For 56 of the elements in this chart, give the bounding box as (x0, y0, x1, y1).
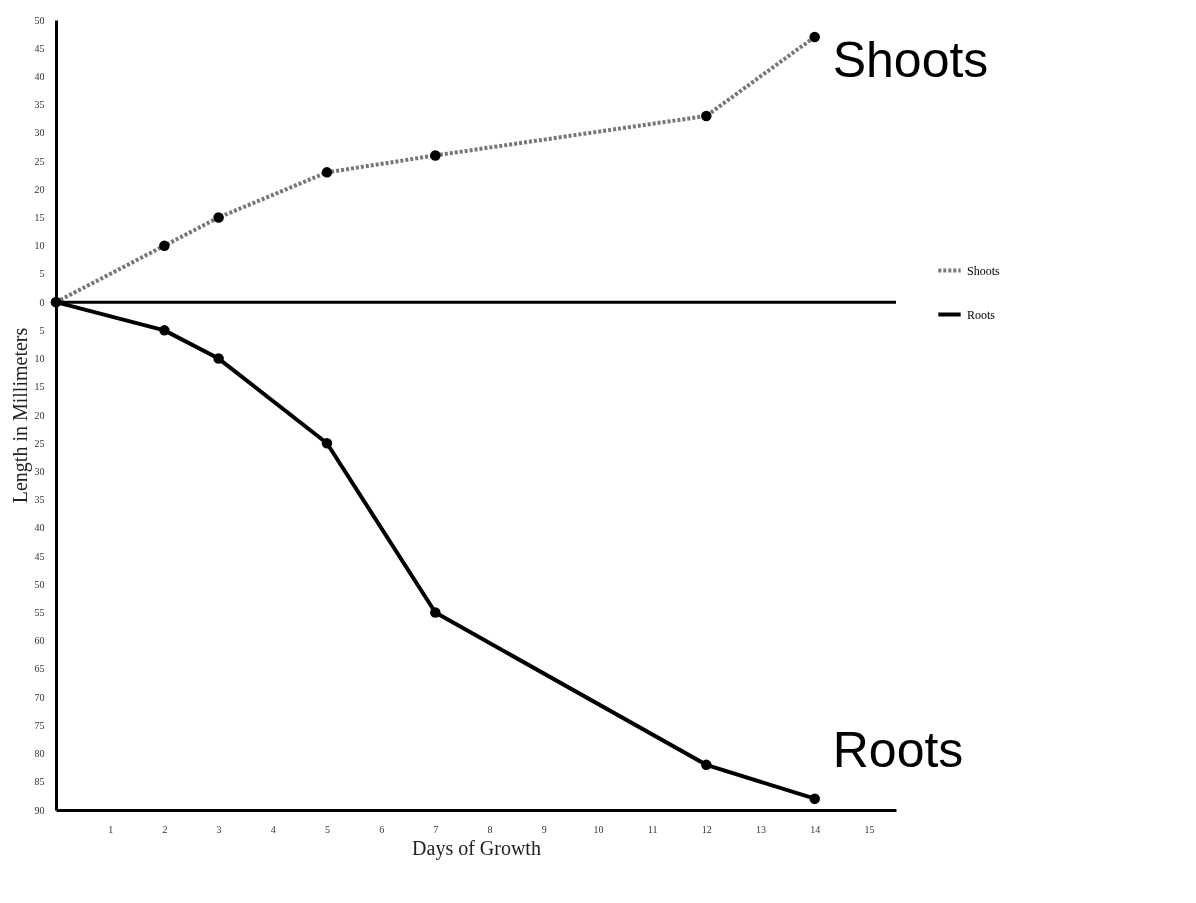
y-tick-label: 0 (39, 296, 45, 308)
x-tick-label: 7 (433, 823, 439, 835)
x-tick-label: 10 (593, 823, 604, 835)
x-tick-label: 9 (541, 823, 547, 835)
y-tick-label: 15 (34, 212, 45, 223)
annotation: Shoots (832, 31, 989, 88)
point (430, 607, 441, 618)
y-tick-label: 25 (34, 155, 45, 167)
point (809, 793, 820, 804)
y-tick-label: 25 (34, 437, 45, 449)
x-tick-label: 13 (756, 823, 767, 835)
x-tick-label: 11 (647, 823, 658, 835)
point (213, 353, 224, 364)
x-axis-title: Days of Growth (412, 836, 541, 860)
point (701, 759, 712, 771)
x-tick-label: 14 (810, 823, 821, 835)
x-tick-label: 12 (701, 823, 712, 835)
y-tick-label: 60 (34, 635, 45, 647)
point (159, 325, 170, 336)
y-tick-label: 90 (34, 804, 45, 816)
y-tick-label: 70 (34, 691, 45, 703)
x-tick-label: 3 (216, 823, 222, 835)
y-tick-label: 40 (34, 70, 45, 82)
y-tick-label: 65 (34, 663, 45, 675)
y-tick-label: 80 (34, 748, 45, 760)
x-tick-label: 5 (324, 823, 330, 835)
y-tick-label: 10 (34, 353, 45, 365)
y-tick-label: 40 (34, 522, 45, 534)
y-tick-label: 5 (39, 268, 45, 280)
y-tick-label: 75 (34, 719, 45, 731)
y-tick-label: 45 (34, 42, 45, 54)
y-tick-label: 50 (34, 14, 45, 26)
y-tick-label: 20 (34, 409, 45, 421)
x-tick-label: 15 (864, 823, 875, 835)
legend-label: Shoots (967, 263, 1001, 278)
y-tick-label: 10 (34, 240, 45, 252)
y-axis-title: Length in Millimeters (8, 327, 32, 504)
point (321, 437, 333, 449)
y-tick-label: 15 (34, 381, 45, 393)
annotation: Roots (832, 721, 964, 778)
y-tick-label: 50 (34, 578, 45, 590)
y-tick-label: 5 (39, 324, 45, 336)
legend-label: Roots (967, 307, 996, 322)
y-tick-label: 35 (34, 99, 45, 111)
y-tick-label: 30 (34, 465, 45, 477)
x-tick-label: 8 (487, 823, 493, 835)
y-tick-label: 20 (34, 183, 45, 195)
x-tick-label: 4 (270, 823, 276, 835)
x-tick-label: 2 (162, 823, 168, 835)
y-tick-label: 55 (34, 607, 45, 618)
y-tick-label: 45 (34, 550, 45, 562)
x-tick-label: 6 (379, 823, 385, 835)
y-tick-label: 30 (34, 127, 45, 139)
y-tick-label: 85 (34, 776, 45, 788)
y-tick-label: 35 (34, 494, 45, 506)
x-tick-label: 1 (108, 823, 114, 835)
